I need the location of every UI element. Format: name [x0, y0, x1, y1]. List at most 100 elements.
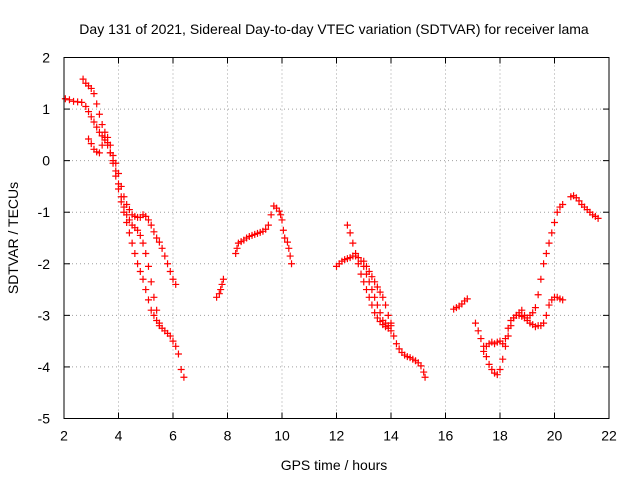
data-point: [480, 347, 488, 355]
data-point: [161, 252, 169, 260]
data-point: [87, 84, 95, 92]
data-point: [217, 286, 225, 294]
data-point: [144, 262, 152, 270]
data-point: [153, 317, 161, 325]
x-tick-label: 10: [274, 428, 290, 444]
data-point: [142, 286, 150, 294]
data-point: [548, 229, 556, 237]
data-point: [362, 262, 370, 270]
data-point: [575, 197, 583, 205]
data-point: [139, 239, 147, 247]
data-point: [155, 322, 163, 330]
data-point: [537, 275, 545, 283]
data-point: [136, 231, 144, 239]
x-tick-label: 6: [169, 428, 177, 444]
data-point: [85, 108, 93, 116]
data-point: [139, 275, 147, 283]
data-point: [542, 311, 550, 319]
data-point: [87, 140, 95, 148]
data-point: [545, 301, 553, 309]
data-point: [551, 219, 558, 227]
data-point: [164, 260, 172, 268]
data-point: [360, 257, 368, 265]
data-point: [134, 260, 142, 268]
data-point: [420, 368, 428, 376]
data-point: [488, 366, 496, 374]
data-point: [267, 211, 275, 219]
data-point: [279, 226, 287, 234]
data-point: [286, 252, 294, 260]
series-arc-8: [360, 257, 429, 381]
data-point: [87, 113, 95, 121]
data-point: [384, 311, 392, 319]
series-arc-3: [85, 133, 163, 330]
y-tick-label: 1: [42, 101, 50, 117]
data-point: [559, 200, 567, 208]
y-tick-label: -2: [38, 256, 51, 272]
data-point: [559, 296, 567, 304]
data-point: [275, 207, 283, 215]
data-point: [166, 332, 174, 340]
data-point: [382, 301, 390, 309]
x-tick-label: 20: [547, 428, 563, 444]
data-point: [90, 90, 98, 98]
data-point: [531, 304, 539, 312]
x-tick-label: 8: [224, 428, 232, 444]
data-point: [594, 214, 602, 222]
data-point: [542, 249, 550, 257]
data-point: [387, 322, 395, 330]
data-point: [98, 141, 106, 149]
data-point: [147, 306, 155, 314]
data-point: [357, 270, 365, 278]
series-arc-12: [567, 192, 602, 222]
data-point: [371, 278, 379, 286]
x-tick-label: 12: [329, 428, 345, 444]
data-point: [98, 121, 106, 129]
grid: [64, 57, 609, 419]
data-point: [474, 327, 482, 335]
x-tick-label: 18: [492, 428, 508, 444]
data-point: [373, 314, 381, 322]
data-point: [262, 225, 270, 233]
data-point: [354, 260, 362, 268]
data-point: [144, 296, 152, 304]
data-point: [499, 355, 507, 363]
data-point: [134, 226, 142, 234]
data-point: [147, 221, 155, 229]
plot-frame: [63, 57, 610, 419]
data-point: [61, 95, 69, 103]
data-point: [85, 135, 93, 143]
data-point: [158, 244, 166, 252]
data-point: [471, 319, 479, 327]
data-point: [493, 371, 501, 379]
x-tick-label: 16: [438, 428, 454, 444]
data-point: [115, 185, 122, 193]
data-point: [477, 335, 485, 343]
data-point: [264, 221, 272, 229]
data-point: [368, 301, 376, 309]
data-point: [117, 198, 125, 206]
data-point: [150, 228, 158, 236]
x-tick-label: 14: [383, 428, 399, 444]
data-series: [61, 75, 602, 381]
y-tick-label: -4: [38, 359, 51, 375]
data-point: [172, 280, 180, 288]
data-point: [125, 206, 133, 214]
data-point: [545, 239, 553, 247]
data-point: [136, 268, 144, 276]
data-point: [521, 311, 529, 319]
data-point: [373, 283, 381, 291]
data-point: [218, 280, 226, 288]
data-point: [219, 275, 227, 283]
data-point: [101, 133, 109, 141]
data-point: [177, 366, 185, 374]
data-point: [144, 216, 152, 224]
data-point: [285, 244, 293, 252]
data-point: [112, 172, 120, 180]
data-point: [95, 149, 103, 157]
data-point: [343, 221, 351, 229]
data-point: [482, 353, 490, 361]
data-point: [232, 249, 240, 257]
data-point: [142, 212, 150, 220]
data-point: [360, 278, 368, 286]
